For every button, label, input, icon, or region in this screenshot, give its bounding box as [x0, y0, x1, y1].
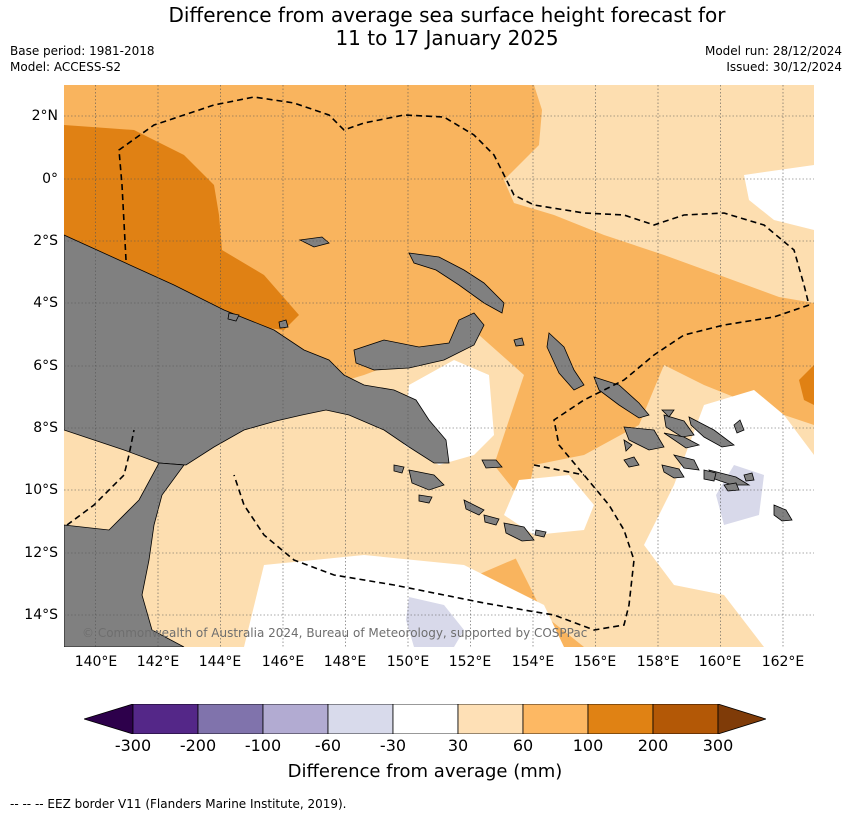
new-britain-island	[353, 312, 485, 371]
colorbar-bin-30-60	[457, 704, 524, 734]
solomon-islet-7	[703, 469, 717, 482]
eez-footnote: -- -- -- EEZ border V11 (Flanders Marine…	[10, 797, 347, 811]
map-title: Difference from average sea surface heig…	[0, 4, 850, 50]
lon-label-160e: 160°E	[698, 654, 742, 670]
lon-label-146e: 146°E	[261, 654, 305, 670]
new-ireland-island	[408, 252, 505, 314]
copyright-notice: © Commonwealth of Australia 2024, Bureau…	[82, 626, 588, 640]
solomon-islet-1	[623, 439, 633, 452]
colorbar-bin-60-100	[522, 704, 589, 734]
karkar-islet	[227, 312, 240, 322]
meta-left: Base period: 1981-2018 Model: ACCESS-S2	[10, 43, 155, 75]
anomaly-100-200-area-west	[64, 125, 299, 330]
colorbar-tick-60: 60	[512, 736, 534, 755]
fergusson-island	[408, 469, 445, 491]
issued-date: Issued: 30/12/2024	[726, 60, 842, 74]
neutral-area-south	[244, 555, 564, 647]
graticule	[64, 85, 814, 647]
lon-label-142e: 142°E	[136, 654, 180, 670]
base-period: Base period: 1981-2018	[10, 44, 155, 58]
colorbar-bin-neg60-neg30	[327, 704, 394, 734]
anomaly-30-60-area-ne	[504, 85, 814, 303]
lat-label-6s: 6°S	[33, 358, 58, 374]
lat-label-2n: 2°N	[31, 108, 58, 124]
eez-png-south	[233, 304, 810, 631]
santa-isabel-island	[688, 416, 735, 448]
anomaly-neg60-neg30-south	[406, 597, 464, 647]
colorbar-bin-neg100-neg60	[262, 704, 329, 734]
colorbar-title: Difference from average (mm)	[287, 761, 563, 782]
cape-york-landmass	[64, 462, 185, 647]
colorbar-extend-high	[717, 704, 766, 734]
colorbar-tick-30: 30	[447, 736, 469, 755]
colorbar-tick-300: 300	[702, 736, 734, 755]
lon-label-152e: 152°E	[448, 654, 492, 670]
map-svg	[64, 85, 814, 647]
colorbar-bin-neg300-neg200	[132, 704, 199, 734]
solomon-islet-6	[743, 472, 755, 482]
lon-label-144e: 144°E	[198, 654, 242, 670]
rossel-island	[503, 522, 535, 542]
solomon-islet-2	[623, 456, 640, 468]
colorbar-bin-100-200	[587, 704, 654, 734]
lon-label-140e: 140°E	[74, 654, 118, 670]
anomaly-100-200-area-east	[799, 365, 814, 405]
lon-label-156e: 156°E	[573, 654, 617, 670]
colorbar	[84, 704, 766, 734]
guadalcanal-island	[623, 426, 665, 451]
model-name: Model: ACCESS-S2	[10, 60, 122, 74]
colorbar-bin-neg200-neg100	[197, 704, 264, 734]
colorbar-extend-low	[84, 704, 134, 734]
woodlark-island	[481, 459, 503, 469]
lat-label-10s: 10°S	[24, 482, 58, 498]
new-georgia-island	[663, 414, 695, 438]
colorbar-tick-neg100: -100	[244, 736, 282, 755]
model-run: Model run: 28/12/2024	[704, 44, 842, 58]
louisiade-islet-3	[534, 529, 547, 538]
lat-label-4s: 4°S	[33, 295, 58, 311]
lon-label-162e: 162°E	[761, 654, 805, 670]
lon-label-148e: 148°E	[323, 654, 367, 670]
eez-coral-sea	[533, 464, 585, 476]
shortland-islet	[661, 409, 675, 418]
colorbar-tick-neg30: -30	[379, 736, 407, 755]
eez-australia-west	[66, 429, 135, 526]
colorbar-tick-100: 100	[572, 736, 604, 755]
eez-borders	[66, 96, 810, 631]
buka-islet	[513, 337, 525, 347]
colorbar-tick-neg300: -300	[114, 736, 152, 755]
normanby-islet	[393, 464, 405, 474]
lat-label-12s: 12°S	[24, 545, 58, 561]
louisiade-islet-1	[463, 499, 485, 516]
malaita-island	[672, 454, 700, 471]
lon-label-150e: 150°E	[386, 654, 430, 670]
title-line-2: 11 to 17 January 2025	[335, 26, 559, 50]
lon-label-154e: 154°E	[511, 654, 555, 670]
title-line-1: Difference from average sea surface heig…	[168, 3, 726, 27]
colorbar-bin-neg30-30	[392, 704, 459, 734]
lat-label-14s: 14°S	[24, 607, 58, 623]
long-islet	[278, 319, 289, 329]
colorbar-tick-neg200: -200	[179, 736, 217, 755]
new-georgia-islet	[663, 432, 701, 449]
dentrecasteaux-islet	[418, 494, 433, 504]
neutral-area-ne	[744, 165, 814, 230]
lat-label-2s: 2°S	[33, 233, 58, 249]
lat-label-0: 0°	[42, 171, 58, 187]
eez-png-north	[118, 96, 810, 306]
colorbar-bin-200-300	[652, 704, 719, 734]
solomon-islet-5	[733, 419, 745, 434]
manus-island	[298, 236, 330, 248]
solomon-islet-4	[723, 482, 740, 492]
lon-label-158e: 158°E	[636, 654, 680, 670]
solomon-islet-3	[661, 464, 685, 479]
meta-right: Model run: 28/12/2024 Issued: 30/12/2024	[705, 43, 842, 75]
lat-label-8s: 8°S	[33, 420, 58, 436]
bougainville-island	[546, 332, 585, 391]
louisiade-islet-2	[483, 514, 500, 526]
forecast-map: © Commonwealth of Australia 2024, Bureau…	[64, 85, 814, 647]
colorbar-tick-200: 200	[637, 736, 669, 755]
colorbar-tick-neg60: -60	[314, 736, 342, 755]
